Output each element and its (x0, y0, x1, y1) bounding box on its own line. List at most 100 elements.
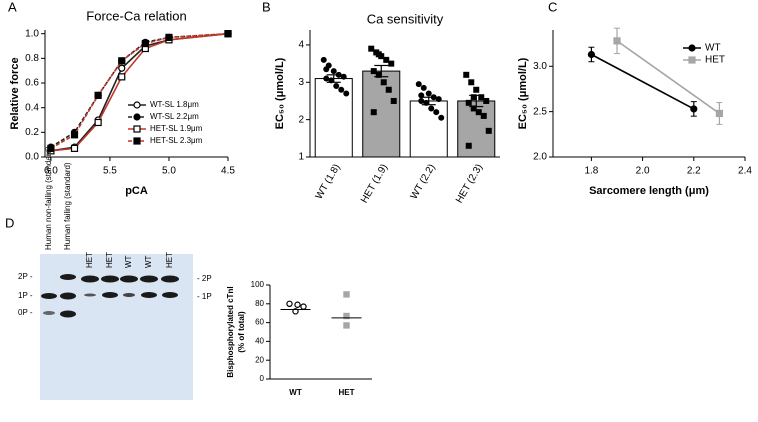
marker (465, 99, 472, 106)
marker (165, 33, 173, 41)
y-tick-label: 0.0 (25, 152, 39, 163)
marker (70, 131, 79, 139)
panel-label: D (5, 215, 14, 230)
marker (338, 86, 345, 93)
y-tick-label: 0.2 (25, 127, 39, 138)
lane-label: HET (85, 252, 94, 268)
y-tick-label: 0 (260, 374, 265, 383)
marker (380, 79, 387, 86)
panel-label: C (548, 0, 557, 14)
marker (390, 97, 397, 104)
y-tick-label: 3.0 (533, 61, 547, 72)
marker (343, 322, 350, 329)
panel-label: B (262, 0, 271, 14)
marker (385, 86, 392, 93)
legend-label: WT-SL 2.2μm (150, 112, 199, 121)
x-tick-label: 5.5 (103, 166, 117, 177)
marker (465, 142, 472, 149)
y-tick-label: 2.5 (533, 106, 547, 117)
marker (473, 86, 480, 93)
marker (485, 127, 492, 134)
marker (370, 68, 377, 75)
band (60, 274, 76, 280)
legend-marker (688, 56, 696, 64)
marker (292, 308, 299, 315)
band-label-left: 1P - (18, 291, 33, 300)
marker (343, 312, 350, 320)
marker (323, 75, 330, 82)
legend-label: HET-SL 2.3μm (150, 136, 203, 145)
y-axis-label: (% of total) (237, 311, 246, 353)
legend-label: WT-SL 1.8μm (150, 100, 199, 109)
legend-label: WT (705, 43, 721, 54)
marker (715, 109, 724, 118)
x-tick-label: HET (1.9) (359, 162, 390, 205)
y-tick-label: 4 (298, 40, 304, 51)
y-axis-label: EC₅₀ (μmol/L) (517, 57, 529, 129)
band-label-left: 2P - (18, 272, 33, 281)
marker (300, 303, 307, 310)
y-tick-label: 0.8 (25, 53, 39, 64)
y-tick-label: 40 (255, 337, 264, 346)
marker (47, 144, 55, 152)
marker (118, 57, 126, 65)
marker (613, 37, 621, 45)
marker (343, 90, 350, 97)
marker (320, 56, 327, 63)
chart-title: Force-Ca relation (86, 8, 186, 23)
marker (435, 96, 442, 103)
marker (323, 66, 330, 73)
band (102, 292, 118, 298)
x-tick-label: 2.2 (687, 166, 701, 177)
marker (118, 64, 126, 72)
y-axis-label: Relative force (9, 57, 21, 129)
chart-title: Ca sensitivity (367, 11, 444, 26)
marker (425, 90, 432, 97)
lane-label: WT (144, 255, 153, 268)
marker (483, 97, 490, 104)
band-label-right: - 2P (197, 274, 212, 283)
legend-marker (133, 125, 141, 133)
x-tick-label: WT (1.8) (314, 162, 343, 201)
series-line (591, 53, 695, 110)
marker (94, 91, 102, 99)
marker (343, 291, 350, 298)
marker (383, 56, 390, 63)
marker (141, 39, 149, 48)
marker (118, 73, 126, 81)
y-tick-label: 20 (255, 355, 264, 364)
x-tick-label: 6.0 (44, 166, 58, 177)
band (60, 310, 76, 318)
legend-marker (133, 137, 141, 145)
marker (438, 114, 445, 121)
band (41, 293, 57, 299)
bar (314, 78, 353, 158)
marker (433, 109, 440, 116)
marker (294, 301, 301, 308)
marker (368, 45, 375, 52)
band (81, 275, 99, 283)
marker (428, 105, 435, 112)
lane-label: HET (165, 252, 174, 268)
marker (370, 109, 377, 116)
y-tick-label: 3 (298, 77, 304, 88)
marker (418, 92, 425, 99)
marker (475, 109, 482, 116)
panel-label: A (8, 0, 17, 14)
band (84, 293, 96, 297)
x-tick-label: 5.0 (162, 166, 176, 177)
x-tick-label: 4.5 (221, 166, 235, 177)
marker (94, 118, 102, 127)
legend-label: HET (705, 55, 725, 66)
legend-marker (133, 101, 141, 109)
band (123, 293, 135, 297)
band (60, 292, 76, 300)
marker (286, 300, 293, 307)
band (120, 275, 138, 283)
legend-label: HET-SL 1.9μm (150, 124, 203, 133)
lane-label: WT (124, 255, 133, 268)
blot-bands (41, 274, 179, 318)
x-axis-label: Sarcomere length (μm) (589, 185, 709, 197)
